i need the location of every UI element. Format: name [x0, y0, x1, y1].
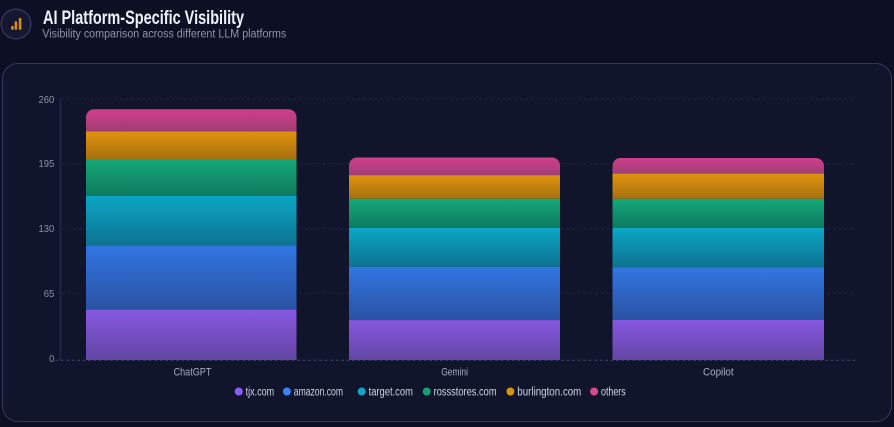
svg-text:others: others: [601, 386, 626, 398]
svg-text:0: 0: [49, 353, 54, 365]
svg-text:ChatGPT: ChatGPT: [174, 367, 212, 379]
svg-text:65: 65: [44, 288, 55, 300]
svg-text:Gemini: Gemini: [441, 367, 468, 379]
svg-text:260: 260: [39, 94, 55, 106]
svg-text:target.com: target.com: [369, 386, 413, 398]
svg-text:burlington.com: burlington.com: [517, 386, 581, 398]
svg-text:rossstores.com: rossstores.com: [434, 386, 497, 398]
svg-text:130: 130: [39, 223, 55, 235]
svg-text:195: 195: [39, 158, 55, 170]
svg-text:Visibility comparison across d: Visibility comparison across different L…: [42, 29, 286, 41]
svg-text:tjx.com: tjx.com: [246, 386, 275, 398]
svg-text:AI Platform-Specific Visibilit: AI Platform-Specific Visibility: [43, 8, 244, 29]
svg-text:Copilot: Copilot: [703, 367, 734, 379]
svg-text:amazon.com: amazon.com: [294, 386, 343, 398]
